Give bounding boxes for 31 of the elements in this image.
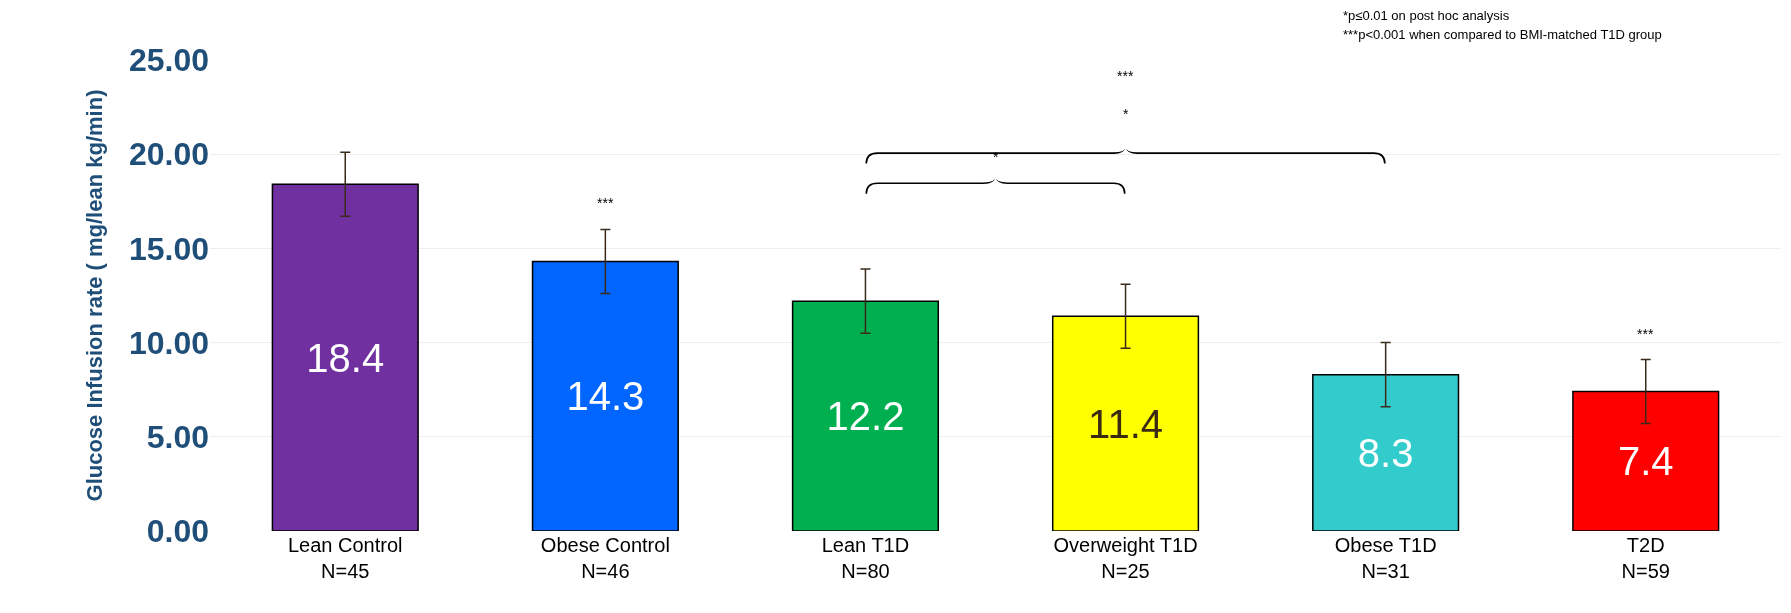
bar bbox=[1051, 315, 1200, 531]
annotation: * bbox=[1123, 106, 1129, 122]
x-tick-label: Obese T1D N=31 bbox=[1334, 534, 1437, 582]
data-label: 12.2 bbox=[826, 394, 905, 439]
x-tick-label: Overweight T1D N=25 bbox=[1053, 534, 1198, 582]
y-tick-label: 25.00 bbox=[128, 42, 209, 79]
text: *p≤0.01 on post hoc analysis bbox=[1343, 8, 1510, 23]
data-label: 18.4 bbox=[306, 335, 385, 380]
annotation: *** bbox=[1637, 326, 1654, 342]
data-label: 14.3 bbox=[566, 374, 645, 419]
annotation: *** bbox=[1117, 68, 1134, 84]
annotation: *** bbox=[597, 195, 614, 211]
data-label: 11.4 bbox=[1088, 401, 1163, 446]
data-label: 7.4 bbox=[1617, 439, 1674, 484]
y-tick-label: 15.00 bbox=[128, 230, 209, 267]
bar bbox=[271, 183, 419, 531]
y-tick-label: 0.00 bbox=[146, 513, 209, 550]
x-tick-label: Lean Control N=45 bbox=[287, 534, 403, 582]
y-tick-label: 20.00 bbox=[128, 136, 209, 173]
text: ***p<0.001 when compared to BMI-matched T1D group bbox=[1343, 27, 1662, 42]
data-label: 8.3 bbox=[1357, 430, 1414, 475]
bar bbox=[791, 300, 940, 531]
bar bbox=[1572, 390, 1720, 531]
y-tick-label: 5.00 bbox=[146, 419, 209, 455]
bar bbox=[531, 260, 679, 531]
y-tick-label: 10.00 bbox=[128, 324, 209, 361]
y-axis-title: Glucose Infusion rate ( mg/lean kg/min) bbox=[81, 89, 107, 502]
x-tick-label: Lean T1D N=80 bbox=[821, 534, 910, 582]
x-tick-label: T2D N=59 bbox=[1621, 534, 1670, 582]
bar bbox=[1312, 373, 1460, 531]
x-tick-label: Obese Control N=46 bbox=[540, 534, 670, 582]
